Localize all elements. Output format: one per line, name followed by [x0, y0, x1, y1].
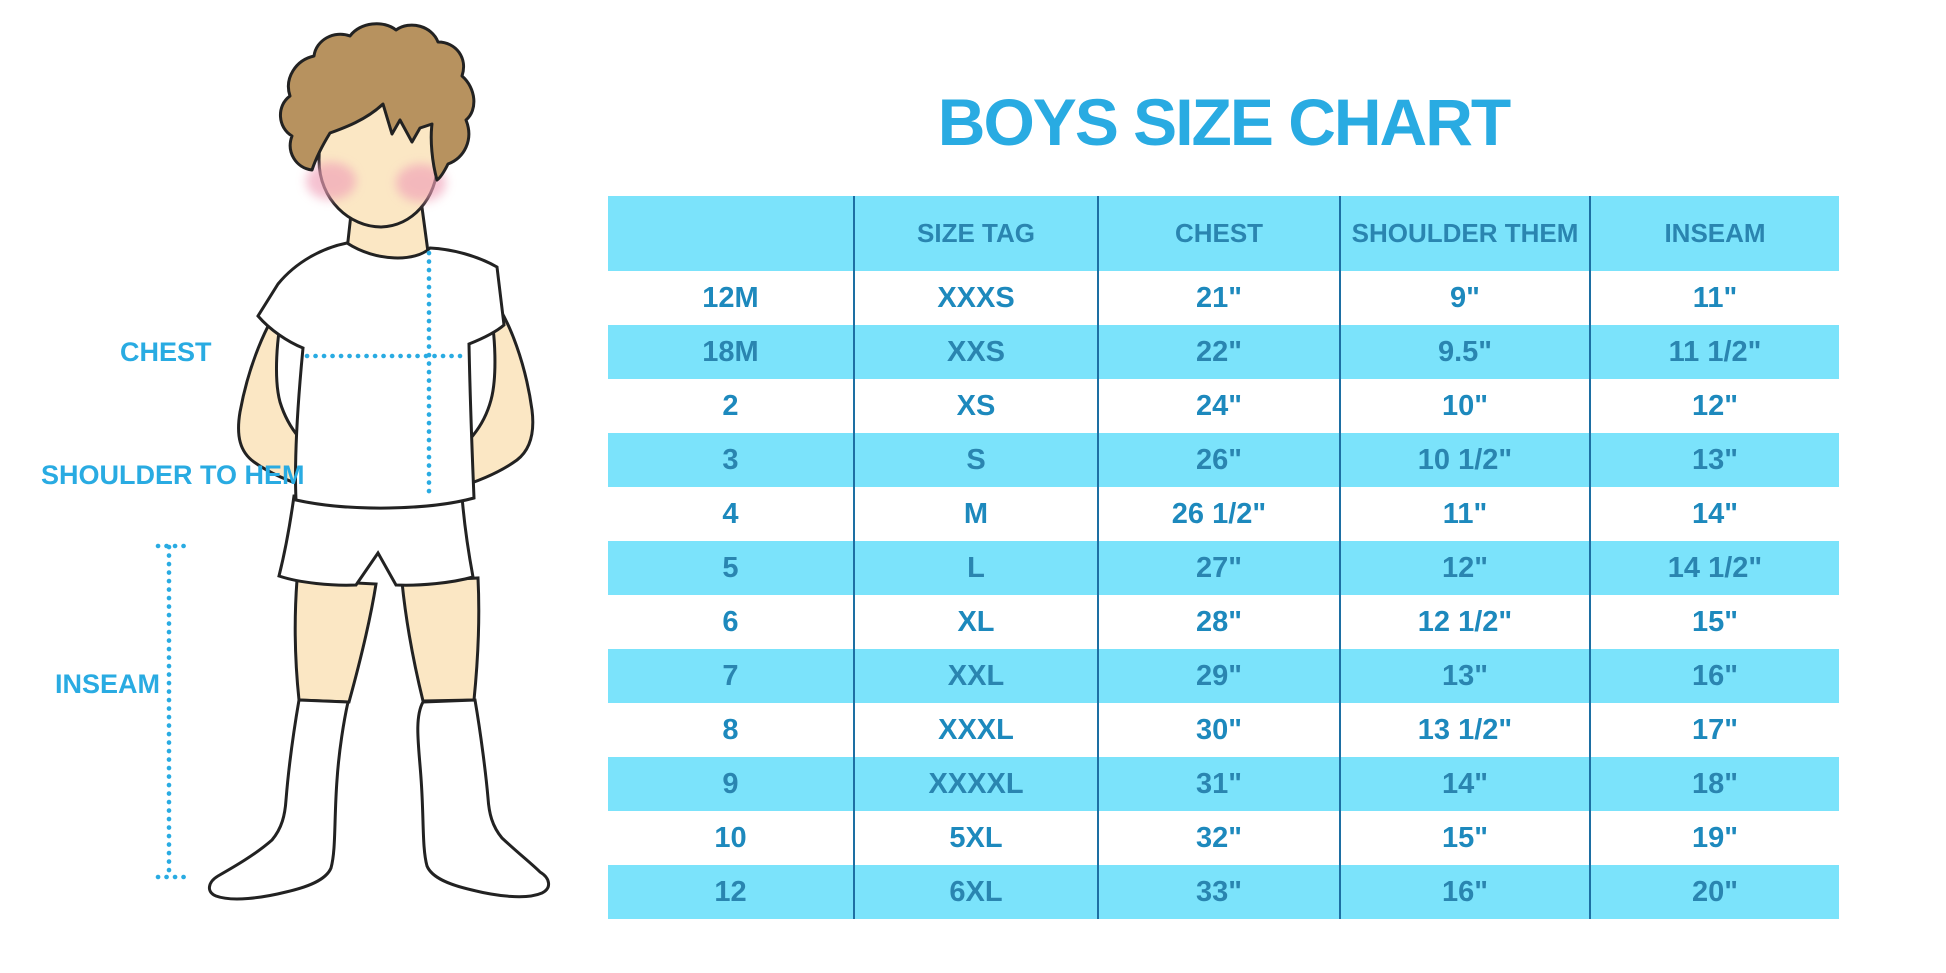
size-cell: 12M [702, 281, 759, 314]
inseam-cell: 12" [1589, 379, 1839, 433]
size-cell: 5 [722, 551, 739, 584]
size-tag-cell: L [853, 541, 1098, 595]
inseam-cell: 14 1/2" [1589, 541, 1839, 595]
boy-left-blush [306, 162, 356, 200]
boy-left-leg [293, 578, 378, 704]
shoulder-cell: 13" [1339, 649, 1590, 703]
column-header-size [608, 196, 854, 271]
table-row: 12 6XL 33" 16" 20" [608, 865, 1839, 919]
size-cell: 6 [722, 605, 739, 638]
chest-cell: 28" [1097, 595, 1340, 649]
size-chart-table: SIZE TAG CHEST SHOULDER THEM INSEAM 12M … [608, 196, 1839, 919]
page-title: BOYS SIZE CHART [937, 85, 1511, 160]
table-row: 7 XXL 29" 13" 16" [608, 649, 1839, 703]
inseam-cell: 15" [1589, 595, 1839, 649]
chest-cell: 33" [1097, 865, 1340, 919]
chest-cell: 31" [1097, 757, 1340, 811]
chest-measure-label: CHEST [120, 337, 212, 367]
inseam-cell: 13" [1589, 433, 1839, 487]
table-row: 4 M 26 1/2" 11" 14" [608, 487, 1839, 541]
size-cell: 8 [722, 713, 739, 746]
shoulder-cell: 12" [1339, 541, 1590, 595]
size-tag-cell: 5XL [853, 811, 1098, 865]
boy-right-blush [396, 164, 446, 202]
inseam-cell: 16" [1589, 649, 1839, 703]
size-tag-cell: XXXXL [853, 757, 1098, 811]
size-cell: 3 [722, 443, 739, 476]
inseam-measure-label: INSEAM [55, 669, 161, 699]
inseam-cell: 11 1/2" [1589, 325, 1839, 379]
table-row: 12M XXXS 21" 9" 11" [608, 271, 1839, 325]
inseam-cell: 14" [1589, 487, 1839, 541]
size-tag-cell: XXXS [853, 271, 1098, 325]
size-tag-cell: S [853, 433, 1098, 487]
boy-left-arm [237, 295, 335, 492]
chest-cell: 24" [1097, 379, 1340, 433]
shoulder-cell: 16" [1339, 865, 1590, 919]
inseam-cell: 19" [1589, 811, 1839, 865]
inseam-cell: 18" [1589, 757, 1839, 811]
header-row: SIZE TAG CHEST SHOULDER THEM INSEAM [608, 196, 1839, 271]
table-row: 6 XL 28" 12 1/2" 15" [608, 595, 1839, 649]
chest-cell: 29" [1097, 649, 1340, 703]
boy-right-leg [400, 576, 481, 703]
size-tag-cell: 6XL [853, 865, 1098, 919]
column-header-inseam: INSEAM [1589, 196, 1839, 271]
table-row: 9 XXXXL 31" 14" 18" [608, 757, 1839, 811]
table-row: 8 XXXL 30" 13 1/2" 17" [608, 703, 1839, 757]
chest-cell: 27" [1097, 541, 1340, 595]
size-cell: 9 [722, 767, 739, 800]
size-tag-cell: XXS [853, 325, 1098, 379]
size-tag-cell: M [853, 487, 1098, 541]
shoulder-cell: 11" [1339, 487, 1590, 541]
boy-right-sock [416, 698, 550, 899]
shoulder-to-hem-measure-label: SHOULDER TO HEM [41, 460, 305, 490]
boy-shirt [256, 241, 506, 510]
size-cell: 10 [714, 821, 747, 854]
shoulder-cell: 14" [1339, 757, 1590, 811]
shoulder-cell: 12 1/2" [1339, 595, 1590, 649]
table-row: 10 5XL 32" 15" 19" [608, 811, 1839, 865]
boy-left-sock [208, 698, 350, 901]
shoulder-cell: 10" [1339, 379, 1590, 433]
size-tag-cell: XL [853, 595, 1098, 649]
inseam-cell: 17" [1589, 703, 1839, 757]
table-row: 2 XS 24" 10" 12" [608, 379, 1839, 433]
inseam-cell: 20" [1589, 865, 1839, 919]
boy-figure-illustration [155, 22, 550, 901]
chest-cell: 22" [1097, 325, 1340, 379]
inseam-cell: 11" [1589, 271, 1839, 325]
size-cell: 7 [722, 659, 739, 692]
boy-hair [279, 22, 476, 182]
chest-cell: 32" [1097, 811, 1340, 865]
column-header-chest: CHEST [1097, 196, 1340, 271]
column-header-size-tag: SIZE TAG [853, 196, 1098, 271]
size-cell: 18M [702, 335, 759, 368]
table-row: 5 L 27" 12" 14 1/2" [608, 541, 1839, 595]
shoulder-cell: 15" [1339, 811, 1590, 865]
shoulder-cell: 13 1/2" [1339, 703, 1590, 757]
column-header-shoulder-them: SHOULDER THEM [1339, 196, 1590, 271]
chest-cell: 26" [1097, 433, 1340, 487]
size-tag-cell: XXL [853, 649, 1098, 703]
size-cell: 12 [714, 875, 747, 908]
boy-right-arm [438, 295, 535, 490]
chest-cell: 26 1/2" [1097, 487, 1340, 541]
size-cell: 2 [722, 389, 739, 422]
shoulder-cell: 9" [1339, 271, 1590, 325]
chest-cell: 30" [1097, 703, 1340, 757]
shoulder-cell: 10 1/2" [1339, 433, 1590, 487]
boy-shorts [277, 494, 475, 587]
size-cell: 4 [722, 497, 739, 530]
shoulder-cell: 9.5" [1339, 325, 1590, 379]
table-row: 18M XXS 22" 9.5" 11 1/2" [608, 325, 1839, 379]
size-tag-cell: XS [853, 379, 1098, 433]
size-tag-cell: XXXL [853, 703, 1098, 757]
chest-cell: 21" [1097, 271, 1340, 325]
table-row: 3 S 26" 10 1/2" 13" [608, 433, 1839, 487]
